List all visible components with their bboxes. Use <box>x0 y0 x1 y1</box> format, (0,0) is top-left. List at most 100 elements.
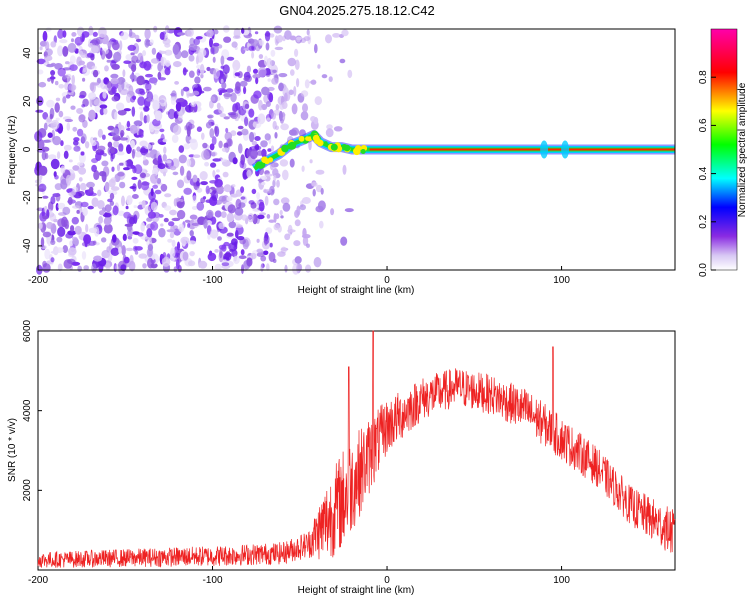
noise-blob <box>196 201 205 211</box>
noise-blob <box>100 50 106 60</box>
noise-blob <box>293 240 301 247</box>
noise-blob <box>258 201 265 212</box>
noise-blob <box>55 97 61 102</box>
noise-blob <box>158 50 167 55</box>
noise-blob <box>235 81 241 91</box>
noise-blob <box>249 148 258 160</box>
noise-blob <box>110 73 119 79</box>
noise-blob <box>180 236 190 245</box>
noise-blob <box>212 170 216 178</box>
noise-blob <box>97 189 102 197</box>
noise-blob <box>119 181 126 189</box>
noise-blob <box>183 187 192 195</box>
noise-blob <box>244 103 250 110</box>
noise-blob <box>218 195 227 202</box>
noise-blob <box>211 136 217 146</box>
noise-blob <box>45 116 52 125</box>
noise-blob <box>272 69 277 74</box>
noise-blob <box>266 117 271 121</box>
noise-blob <box>206 209 214 219</box>
noise-blob <box>35 109 44 113</box>
noise-blob <box>74 36 84 46</box>
noise-blob <box>93 98 103 106</box>
noise-blob <box>119 88 129 96</box>
noise-blob <box>190 105 197 113</box>
noise-blob <box>212 42 220 47</box>
noise-blob <box>37 188 45 192</box>
noise-blob <box>78 152 86 164</box>
noise-blob <box>178 154 187 164</box>
noise-blob <box>251 51 255 59</box>
noise-blob <box>56 236 63 243</box>
noise-blob <box>189 214 198 220</box>
noise-blob <box>76 209 80 214</box>
noise-blob <box>294 256 302 264</box>
noise-blob <box>44 55 53 62</box>
noise-blob <box>78 60 85 66</box>
noise-blob <box>225 127 229 133</box>
noise-blob <box>266 57 272 69</box>
noise-blob <box>161 256 171 267</box>
noise-blob <box>79 182 87 191</box>
snr-x-tick-label: 0 <box>384 575 390 586</box>
noise-blob <box>54 102 60 113</box>
noise-blob <box>333 126 343 132</box>
noise-blob <box>293 86 297 97</box>
noise-blob <box>105 262 111 271</box>
noise-blob <box>313 257 322 268</box>
noise-blob <box>202 196 207 200</box>
noise-blob <box>118 143 124 153</box>
noise-blob <box>274 46 284 51</box>
noise-blob <box>288 89 294 96</box>
noise-blob <box>150 58 160 64</box>
noise-blob <box>302 103 308 113</box>
noise-blob <box>146 97 153 102</box>
noise-blob <box>110 247 120 256</box>
noise-blob <box>116 151 125 156</box>
noise-blob <box>249 131 255 143</box>
noise-blob <box>38 222 43 229</box>
noise-blob <box>50 70 56 76</box>
noise-blob <box>57 29 64 39</box>
noise-blob <box>300 90 309 97</box>
noise-blob <box>253 90 262 99</box>
noise-blob <box>171 217 181 222</box>
noise-blob <box>45 152 49 160</box>
noise-blob <box>339 58 346 64</box>
noise-blob <box>50 239 56 245</box>
noise-blob <box>43 122 48 131</box>
noise-blob <box>260 263 264 272</box>
noise-blob <box>258 54 264 59</box>
noise-blob <box>252 121 257 128</box>
trace-bead <box>360 149 366 154</box>
noise-blob <box>147 211 157 219</box>
noise-blob <box>296 78 300 88</box>
noise-blob <box>216 169 220 173</box>
noise-blob <box>104 65 109 72</box>
noise-blob <box>142 263 147 269</box>
spectrogram-y-label: Frequency (Hz) <box>7 116 18 185</box>
noise-blob <box>175 102 182 112</box>
noise-blob <box>55 247 64 254</box>
noise-blob <box>240 186 245 194</box>
noise-blob <box>290 69 295 76</box>
noise-blob <box>47 132 53 138</box>
noise-blob <box>82 207 88 217</box>
noise-blob <box>57 218 66 228</box>
noise-blob <box>167 108 176 120</box>
noise-blob <box>91 197 99 207</box>
noise-blob <box>267 78 271 82</box>
noise-blob <box>235 198 242 210</box>
noise-blob <box>224 251 232 261</box>
noise-blob <box>97 200 105 210</box>
noise-blob <box>328 76 333 82</box>
noise-blob <box>62 96 67 104</box>
noise-blob <box>80 201 89 208</box>
noise-blob <box>189 230 194 237</box>
noise-blob <box>88 25 94 36</box>
noise-blob <box>69 55 76 64</box>
noise-blob <box>91 45 99 54</box>
noise-blob <box>43 62 48 66</box>
noise-blob <box>216 184 224 195</box>
noise-blob <box>246 65 251 74</box>
